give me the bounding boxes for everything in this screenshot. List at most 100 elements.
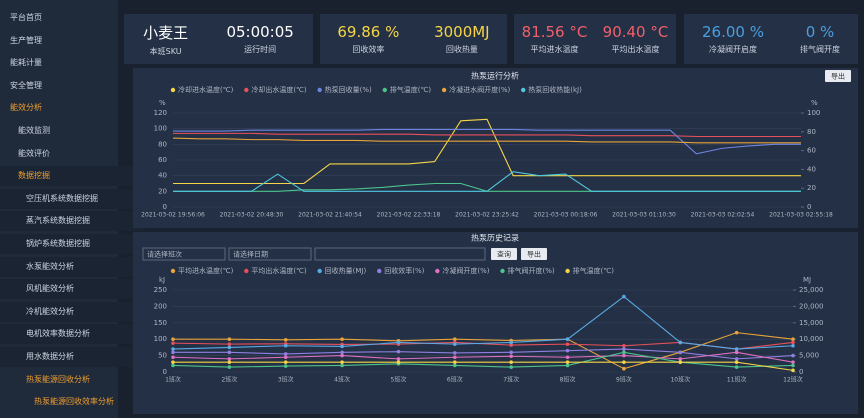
- menu-item[interactable]: 电机效率数据分析: [0, 324, 144, 345]
- stat-value: 小麦王: [143, 23, 189, 42]
- y2-tick-label: 80: [807, 128, 816, 136]
- legend-label: 排气阀开度(%): [507, 266, 554, 275]
- button[interactable]: [825, 70, 851, 82]
- series-line: [173, 132, 801, 138]
- point: [171, 350, 175, 355]
- point: [734, 365, 739, 369]
- x-tick-label: 2021-03-02 22:33:18: [377, 212, 441, 219]
- point: [227, 360, 232, 364]
- point: [396, 360, 401, 364]
- legend-swatch: [435, 268, 440, 274]
- x-tick-label: 3班次: [278, 376, 294, 384]
- y2-tick-label: 20: [807, 184, 816, 192]
- menu-item[interactable]: 空压机系统数据挖掘: [0, 188, 144, 209]
- select[interactable]: [228, 247, 312, 261]
- point: [340, 363, 344, 368]
- card: 26.00 % 冷凝阀开启度 0 % 排气阀开度: [684, 14, 858, 64]
- menu-item[interactable]: 能效分析: [10, 103, 42, 113]
- y-axis-label: kJ: [159, 276, 165, 284]
- card: 69.86 % 回收效率 3000MJ 回收热量: [320, 14, 507, 64]
- point: [227, 350, 232, 355]
- point: [283, 360, 288, 364]
- x-tick-label: 4班次: [334, 376, 350, 384]
- y-tick-label: 40: [158, 172, 167, 180]
- point: [340, 350, 344, 355]
- chart-title: 热泵运行分析: [471, 71, 519, 81]
- point: [734, 357, 739, 361]
- point: [734, 350, 739, 355]
- x-tick-label: 2021-03-02 19:56:06: [141, 212, 205, 219]
- menu-item[interactable]: 锅炉系统数据挖掘: [0, 234, 144, 254]
- y2-tick-label: 0: [799, 368, 803, 376]
- point: [340, 353, 344, 358]
- x-tick-label: 7班次: [503, 376, 519, 384]
- point: [453, 355, 457, 360]
- legend-swatch: [244, 87, 249, 93]
- series-line: [172, 137, 801, 144]
- point: [622, 366, 626, 371]
- button[interactable]: [521, 248, 547, 260]
- menu-item[interactable]: 能耗计量: [10, 58, 42, 68]
- menu-item[interactable]: 数据挖掘: [0, 166, 136, 187]
- menu-item[interactable]: 热泵能源回收效率分析: [34, 397, 114, 407]
- y-tick-label: 20: [158, 187, 167, 195]
- select[interactable]: [142, 247, 226, 261]
- menu-item[interactable]: 用水数据分析: [0, 347, 144, 367]
- point: [453, 351, 457, 355]
- stat: 90.40 °C 平均出水温度: [603, 23, 669, 55]
- point: [340, 360, 344, 364]
- menu-item[interactable]: 能效监测: [18, 126, 50, 135]
- stat-label: 排气阀开度: [799, 45, 840, 54]
- panel: 热泵运行分析 导出%% 0 20 40 60 80 100 120 0 20 40 60 80 100 202…: [133, 68, 858, 228]
- menu-item[interactable]: 蒸汽系统数据挖掘: [0, 211, 144, 232]
- point: [565, 348, 570, 353]
- menu-item[interactable]: 冷机能效分析: [0, 301, 144, 322]
- point: [791, 353, 795, 358]
- y2-tick-label: 100: [807, 109, 820, 117]
- menu-item[interactable]: 热泵能源回收分析: [26, 374, 90, 384]
- point: [791, 340, 795, 345]
- legend-label: 平均出水温度(℃): [251, 266, 307, 275]
- button-label: 导出: [831, 72, 845, 81]
- legend-swatch: [382, 87, 387, 93]
- legend-label: 回收效率(%): [384, 266, 424, 275]
- series-line: [173, 128, 801, 155]
- menu-item[interactable]: 能效评价: [18, 148, 50, 158]
- menu-item[interactable]: 安全管理: [10, 80, 42, 90]
- y-tick-label: 0: [163, 368, 167, 376]
- menu-item[interactable]: 风机能效分析: [0, 279, 144, 300]
- y-tick-label: 0: [163, 203, 167, 211]
- legend-swatch: [521, 87, 526, 93]
- series-line: [173, 118, 801, 185]
- x-tick-label: 5班次: [391, 376, 407, 384]
- legend-label: 回收热量(MJ): [325, 266, 367, 275]
- y2-axis-label: MJ: [803, 276, 811, 284]
- point: [509, 365, 513, 369]
- legend-swatch: [565, 268, 570, 274]
- y-tick-label: 50: [158, 352, 167, 360]
- menu-item[interactable]: 生产管理: [10, 35, 42, 45]
- series-line: [173, 171, 801, 192]
- point: [340, 337, 344, 341]
- y2-tick-label: 20,000: [799, 302, 824, 310]
- y2-tick-label: 40: [807, 165, 816, 173]
- menu-item[interactable]: 平台首页: [10, 13, 42, 22]
- sidebar: 平台首页生产管理能耗计量安全管理能效分析能效监测能效评价数据挖掘 空压机系统数据挖…: [0, 0, 144, 418]
- y2-tick-label: 10,000: [799, 335, 824, 343]
- legend-label: 冷凝进水阀开度(%): [449, 85, 510, 94]
- input[interactable]: [314, 247, 486, 261]
- legend-swatch: [377, 268, 382, 274]
- point: [227, 337, 232, 341]
- series-line: [173, 348, 794, 360]
- button[interactable]: [491, 248, 517, 260]
- legend-swatch: [441, 87, 447, 93]
- menu-item[interactable]: 水泵能效分析: [0, 256, 144, 277]
- stat-value: 26.00 %: [702, 23, 764, 41]
- point: [622, 294, 626, 299]
- point: [734, 360, 739, 364]
- series-line: [173, 332, 794, 370]
- point: [453, 360, 457, 364]
- y-tick-label: 200: [154, 302, 167, 310]
- point: [791, 368, 795, 373]
